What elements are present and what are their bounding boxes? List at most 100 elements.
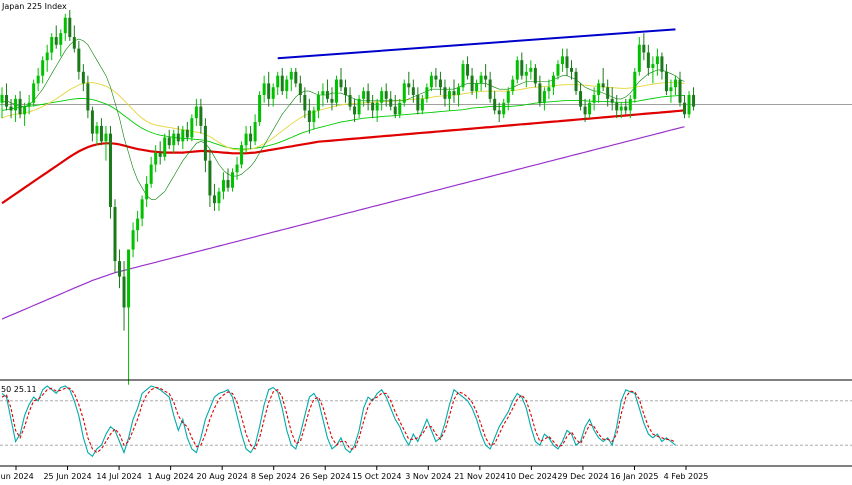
x-axis-tick-label: 15 Oct 2024 <box>352 472 401 481</box>
candle-body <box>588 102 592 115</box>
candle-body <box>678 79 682 103</box>
candle-body <box>303 94 307 111</box>
candle-body <box>208 160 212 196</box>
x-axis-tick-label: 29 Dec 2024 <box>557 472 608 481</box>
candle-body <box>172 133 176 146</box>
candle-body <box>606 87 610 99</box>
candle-body <box>185 129 189 138</box>
candle-body <box>95 125 99 134</box>
candle-body <box>81 71 85 84</box>
candle-body <box>167 137 171 146</box>
candle-body <box>145 183 149 200</box>
x-axis-tick-label: 25 Jun 2024 <box>43 472 91 481</box>
candle-body <box>673 79 677 88</box>
candle-body <box>226 179 230 188</box>
candle-body <box>280 75 284 92</box>
candle-body <box>176 133 180 142</box>
candle-body <box>212 195 216 204</box>
candle-body <box>330 98 334 103</box>
candle-body <box>642 44 646 53</box>
ma-yellow-line <box>1 82 685 151</box>
candle-body <box>231 172 235 188</box>
candle-body <box>420 98 424 111</box>
candle-body <box>289 71 293 80</box>
candle-body <box>163 137 167 157</box>
candle-body <box>262 83 266 95</box>
candle-body <box>5 94 9 107</box>
candle-body <box>515 60 519 80</box>
candle-body <box>655 56 659 65</box>
candle-body <box>601 83 605 88</box>
candle-body <box>140 199 144 219</box>
candle-body <box>154 152 158 165</box>
candle-body <box>470 75 474 92</box>
candle-body <box>122 276 126 308</box>
candle-body <box>235 164 239 173</box>
main-price-pane <box>0 10 852 385</box>
ma-green-line <box>1 94 685 150</box>
candle-body <box>633 71 637 99</box>
candle-body <box>615 102 619 111</box>
candle-body <box>23 106 27 115</box>
candle-body <box>271 87 275 99</box>
candle-body <box>348 94 352 107</box>
candle-body <box>276 75 280 88</box>
candle-body <box>194 106 198 119</box>
x-axis-tick-label: 21 Nov 2024 <box>454 472 505 481</box>
candle-body <box>570 67 574 72</box>
x-axis-tick-label: 8 Sep 2024 <box>251 472 297 481</box>
candle-body <box>380 91 384 103</box>
candle-body <box>551 75 555 88</box>
candle-body <box>429 75 433 88</box>
candle-body <box>434 75 438 80</box>
candle-body <box>45 52 49 61</box>
candle-body <box>127 249 131 308</box>
candle-body <box>664 71 668 92</box>
candle-body <box>457 87 461 95</box>
candle-body <box>253 122 257 142</box>
candle-body <box>660 56 664 72</box>
ma-red-line <box>1 109 685 205</box>
candle-body <box>99 125 103 142</box>
candle-body <box>425 87 429 99</box>
candle-body <box>249 133 253 142</box>
candle-body <box>619 106 623 111</box>
candle-body <box>267 83 271 99</box>
candle-body <box>118 261 122 277</box>
candle-body <box>334 79 338 103</box>
oscillator-signal-line <box>1 386 676 454</box>
candle-body <box>556 64 560 76</box>
candle-body <box>136 218 140 231</box>
candle-body <box>258 94 262 123</box>
candle-body <box>353 106 357 115</box>
candle-body <box>307 110 311 123</box>
candle-body <box>131 230 135 250</box>
x-axis-tick-label: 26 Sep 2024 <box>300 472 351 481</box>
candle-body <box>502 102 506 115</box>
candle-body <box>547 87 551 92</box>
candle-body <box>181 129 185 142</box>
candle-body <box>371 102 375 111</box>
candle-body <box>312 110 316 123</box>
candle-body <box>579 91 583 107</box>
candle-body <box>398 102 402 115</box>
ma-purple-line <box>1 126 685 320</box>
candle-body <box>104 133 108 142</box>
candle-body <box>533 67 537 84</box>
candle-body <box>203 125 207 161</box>
candle-body <box>407 83 411 88</box>
oscillator-label: 50 25.11 <box>1 385 37 394</box>
candle-body <box>393 106 397 115</box>
resistance-trendline <box>277 28 676 60</box>
candle-body <box>597 83 601 95</box>
candle-body <box>339 79 343 88</box>
candle-body <box>488 79 492 99</box>
candle-body <box>447 91 451 99</box>
candle-body <box>27 102 31 107</box>
x-axis-tick-label: 16 Jan 2025 <box>610 472 658 481</box>
candle-body <box>687 94 691 115</box>
candle-body <box>479 75 483 84</box>
candle-body <box>466 64 470 76</box>
candle-body <box>344 87 348 95</box>
x-axis-tick-label: Jun 2024 <box>0 472 34 481</box>
